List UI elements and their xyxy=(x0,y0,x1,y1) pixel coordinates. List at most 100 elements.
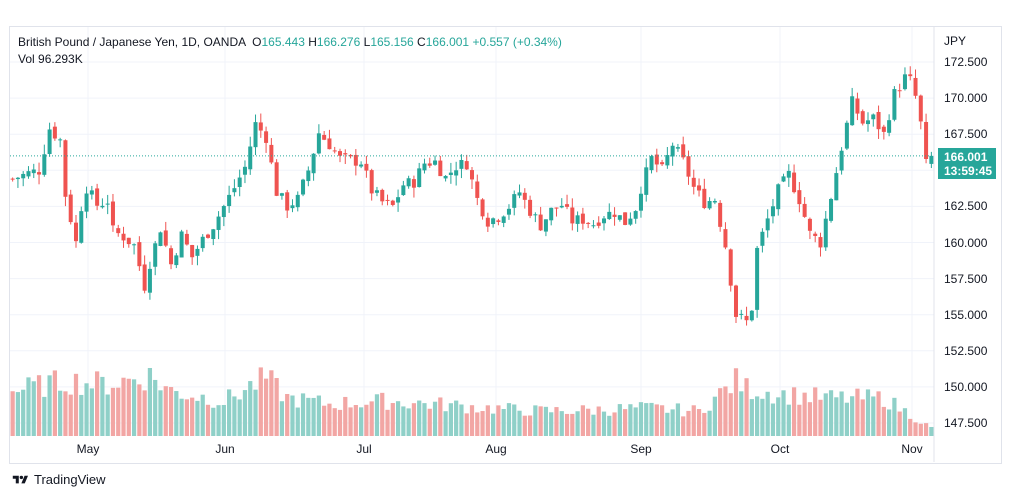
candle-body xyxy=(242,166,247,175)
candle-body xyxy=(68,194,73,223)
candle-body xyxy=(105,203,110,205)
volume-bar xyxy=(659,405,665,436)
candle-body xyxy=(786,170,791,178)
volume-bar xyxy=(844,402,849,436)
volume-bar xyxy=(248,381,253,436)
volume-bar xyxy=(443,411,448,436)
volume-bar xyxy=(707,410,712,436)
volume-bar xyxy=(485,405,490,436)
volume-bar xyxy=(369,401,374,436)
volume-bar xyxy=(881,406,886,436)
candle-body xyxy=(834,173,839,201)
candle-body xyxy=(10,178,15,180)
volume-bar xyxy=(253,389,258,436)
candle-body xyxy=(253,122,258,148)
volume-bar xyxy=(21,389,26,436)
ohlc-row: British Pound / Japanese Yen, 1D, OANDA O… xyxy=(18,35,562,50)
volume-bar xyxy=(712,396,717,436)
month-tick-label: Nov xyxy=(901,442,923,456)
volume-bar xyxy=(887,409,892,436)
volume-bar xyxy=(327,403,332,436)
candle-body xyxy=(829,198,834,221)
candle-body xyxy=(195,248,200,256)
volume-bar xyxy=(131,379,137,436)
candle-body xyxy=(533,214,538,216)
volume-bar xyxy=(258,367,263,436)
volume-bar xyxy=(422,403,427,436)
candle-body xyxy=(549,207,554,221)
volume-legend: Vol 96.293K xyxy=(18,52,83,66)
volume-bar xyxy=(147,367,153,436)
candle-body xyxy=(369,170,374,194)
volume-bar xyxy=(395,401,401,436)
price-tick-label: 150.000 xyxy=(944,379,988,394)
volume-bar xyxy=(691,405,696,436)
volume-bar xyxy=(401,406,406,436)
volume-bar xyxy=(596,406,601,436)
candle-body xyxy=(802,203,807,217)
price-tick-label: 162.500 xyxy=(944,199,988,214)
volume-bar xyxy=(723,386,728,436)
volume-bar xyxy=(549,412,554,436)
volume-bar xyxy=(644,403,649,436)
price-tick-label: 170.000 xyxy=(944,91,988,106)
candle-body xyxy=(501,216,506,223)
candle-body xyxy=(459,159,464,169)
tradingview-logo-icon xyxy=(12,475,28,483)
volume-bar xyxy=(760,398,765,436)
candle-body xyxy=(95,188,100,206)
currency-label[interactable]: JPY xyxy=(944,34,967,48)
volume-bar xyxy=(791,387,797,436)
volume-bar xyxy=(601,411,607,436)
candle-body xyxy=(865,120,871,125)
candle-body xyxy=(205,234,211,238)
candle-body xyxy=(343,153,348,155)
volume-bar xyxy=(501,409,506,436)
volume-bar xyxy=(480,411,485,436)
volume-bar xyxy=(628,404,633,436)
candle-body xyxy=(601,218,607,224)
candle-body xyxy=(723,229,728,248)
volume-bar xyxy=(591,414,596,436)
candle-body xyxy=(406,178,411,187)
countdown-timer: 13:59:45 xyxy=(944,164,993,178)
volume-bar xyxy=(892,397,897,436)
candle-body xyxy=(918,95,923,122)
volume-label[interactable]: Vol xyxy=(18,52,35,66)
volume-bar xyxy=(227,389,232,436)
month-tick-label: Aug xyxy=(485,442,507,456)
candle-body xyxy=(660,162,665,165)
volume-bar xyxy=(31,381,36,436)
volume-bar xyxy=(850,396,855,436)
volume-bar xyxy=(184,399,189,436)
candle-body xyxy=(137,242,142,267)
candle-body xyxy=(924,121,929,160)
volume-bar xyxy=(237,399,242,436)
candle-body xyxy=(153,243,158,267)
symbol-title[interactable]: British Pound / Japanese Yen, 1D, OANDA xyxy=(18,35,247,49)
candle-body xyxy=(681,144,686,158)
volume-bar xyxy=(623,409,628,436)
volume-bar xyxy=(612,412,617,436)
volume-bar xyxy=(158,390,163,436)
candle-body xyxy=(163,230,168,246)
candle-body xyxy=(332,150,337,152)
candle-body xyxy=(174,255,179,266)
volume-bar xyxy=(337,409,343,436)
brand-name: TradingView xyxy=(34,472,106,487)
candle-body xyxy=(675,147,680,149)
low-value: 165.156 xyxy=(370,35,414,49)
candle-body xyxy=(84,193,89,212)
candle-body xyxy=(121,233,126,241)
candle-body xyxy=(316,133,321,154)
tradingview-brand[interactable]: TradingView xyxy=(11,472,106,487)
candle-body xyxy=(396,197,401,203)
candle-body xyxy=(480,199,485,217)
volume-bar xyxy=(802,392,807,436)
candle-body xyxy=(844,122,849,149)
candle-body xyxy=(295,194,300,208)
candle-body xyxy=(670,145,675,157)
volume-bar xyxy=(216,405,221,436)
candle-body xyxy=(839,150,844,171)
